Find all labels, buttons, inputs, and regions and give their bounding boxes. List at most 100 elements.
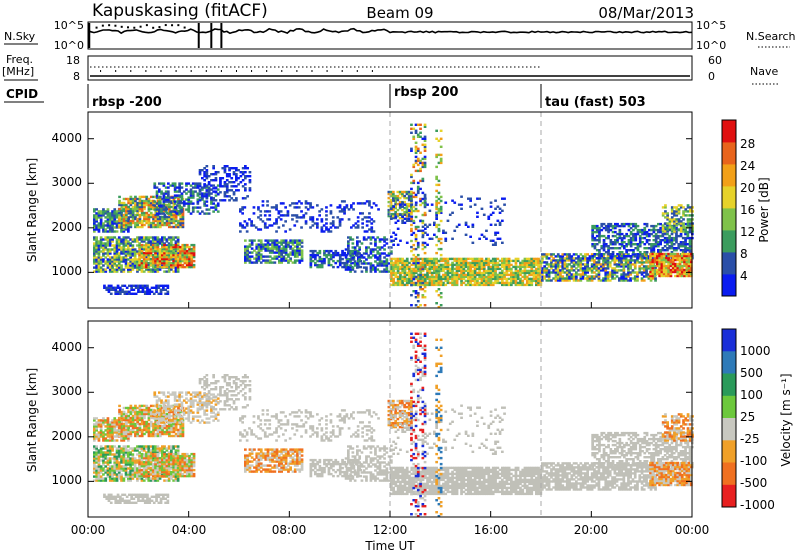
- power-cell: [131, 205, 135, 209]
- power-cell: [383, 248, 386, 251]
- power-cell: [677, 208, 681, 211]
- power-cell: [473, 259, 477, 263]
- power-cell: [156, 261, 160, 265]
- nsearch-dot: [183, 26, 186, 29]
- power-cell: [661, 249, 665, 252]
- power-cell: [656, 254, 659, 258]
- power-cell: [396, 275, 400, 279]
- power-cell: [478, 197, 481, 200]
- power-cell: [253, 261, 256, 264]
- power-cell: [676, 256, 680, 260]
- power-cell: [618, 247, 622, 250]
- power-cell: [414, 261, 418, 265]
- power-cell: [369, 238, 373, 241]
- power-cell: [122, 205, 126, 209]
- power-cell: [606, 271, 610, 274]
- power-cell: [179, 223, 183, 227]
- power-cell: [302, 214, 306, 217]
- power-cell: [417, 275, 420, 279]
- power-cell: [491, 239, 495, 242]
- power-cell: [275, 257, 279, 260]
- power-cell: [250, 222, 253, 225]
- power-cell: [93, 208, 96, 211]
- power-cell: [137, 284, 140, 287]
- power-cell: [410, 210, 413, 214]
- power-cell: [670, 218, 674, 221]
- power-cell: [136, 217, 139, 221]
- power-cell: [414, 201, 418, 204]
- power-cell: [118, 223, 121, 227]
- power-cell: [426, 269, 429, 273]
- power-cell: [514, 275, 518, 279]
- power-cell: [620, 277, 623, 280]
- power-cell: [611, 269, 614, 272]
- power-cell: [159, 197, 162, 201]
- power-cell: [528, 277, 531, 281]
- power-cell: [685, 258, 689, 262]
- power-cell: [595, 239, 599, 242]
- power-cell: [665, 264, 668, 268]
- power-cell: [120, 238, 123, 241]
- power-cell: [115, 242, 119, 245]
- power-cell: [462, 277, 466, 281]
- power-cell: [162, 198, 166, 201]
- power-cell: [498, 271, 502, 275]
- power-cell: [505, 277, 509, 281]
- power-cell: [616, 222, 619, 226]
- power-cell: [679, 220, 683, 223]
- power-cell: [579, 253, 583, 256]
- power-cell: [188, 263, 191, 267]
- power-cell: [161, 238, 164, 241]
- power-cell: [165, 240, 169, 243]
- power-cell: [537, 275, 540, 279]
- power-cell: [588, 257, 592, 260]
- power-cell: [329, 212, 333, 215]
- power-cell: [143, 286, 147, 289]
- power-cell: [102, 228, 105, 231]
- power-cell: [161, 265, 164, 269]
- power-cell: [216, 193, 220, 196]
- power-cell: [666, 226, 669, 229]
- power-cell: [679, 232, 683, 236]
- power-cell: [503, 203, 506, 206]
- power-cell: [95, 218, 98, 221]
- power-cell: [568, 255, 571, 258]
- power-cell: [127, 262, 130, 265]
- power-cell: [667, 274, 670, 278]
- power-cell: [684, 236, 687, 240]
- power-cell: [147, 245, 151, 249]
- power-cell: [556, 277, 560, 280]
- power-cell: [680, 256, 684, 260]
- power-cell: [401, 208, 404, 212]
- power-cell: [448, 271, 452, 275]
- power-cell: [134, 207, 137, 211]
- power-cell: [334, 261, 338, 265]
- power-cell: [498, 267, 502, 271]
- power-cell: [666, 243, 669, 246]
- power-cell: [451, 267, 454, 271]
- power-cell: [390, 269, 393, 273]
- power-cell: [97, 252, 101, 255]
- power-cell: [136, 258, 139, 261]
- power-cell: [136, 213, 139, 217]
- power-cell: [650, 249, 653, 252]
- power-cell: [473, 265, 477, 269]
- nsearch-label: N.Search: [746, 30, 796, 43]
- power-cell: [122, 230, 126, 233]
- power-cell: [104, 270, 108, 273]
- power-cell: [185, 192, 188, 195]
- power-cell: [469, 235, 472, 238]
- power-cell: [563, 267, 567, 270]
- power-cell: [163, 270, 166, 273]
- power-cell: [650, 243, 653, 246]
- power-cell: [174, 257, 178, 261]
- power-cell: [607, 247, 610, 250]
- power-cell: [241, 167, 245, 170]
- power-cell: [107, 284, 111, 287]
- power-cell: [163, 223, 167, 227]
- power-cell: [248, 259, 252, 262]
- power-cell: [311, 218, 315, 221]
- power-cell: [674, 264, 677, 268]
- power-cell: [392, 257, 395, 261]
- power-cell: [266, 210, 269, 213]
